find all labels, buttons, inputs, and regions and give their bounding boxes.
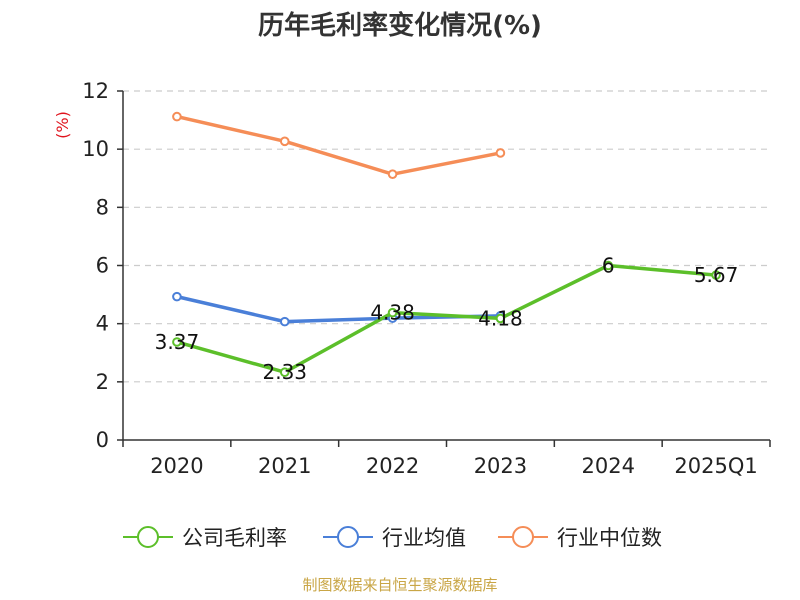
grid-lines [123, 90, 770, 383]
data-labels: 3.37 2.33 4.38 4.18 6 5.67 [155, 254, 739, 385]
data-point [495, 313, 506, 324]
data-point [279, 316, 290, 327]
legend-marker [337, 526, 359, 548]
source-note: 制图数据来自恒生聚源数据库 [302, 576, 497, 594]
x-tick-label: 2022 [366, 454, 419, 478]
chart-title: 历年毛利率变化情况(%) [258, 10, 542, 41]
axes: 0 2 4 6 8 10 12 2020 2021 2022 2023 2024 2025Q1 [82, 79, 771, 478]
x-tick-label: 2020 [150, 454, 203, 478]
y-tick-label: 8 [96, 195, 109, 219]
data-label: 3.37 [155, 330, 200, 354]
y-axis-label: (%) [53, 111, 72, 139]
y-tick-label: 2 [96, 370, 109, 394]
series-line-0 [175, 263, 718, 374]
y-tick-label: 0 [96, 428, 109, 452]
data-point [711, 270, 721, 280]
data-label: 6 [602, 254, 615, 278]
data-point [387, 307, 398, 318]
legend-label: 公司毛利率 [182, 526, 287, 550]
x-tick-label: 2025Q1 [674, 454, 757, 478]
series-line-2 [175, 114, 503, 176]
data-point [279, 367, 290, 378]
series-line-1 [175, 294, 503, 324]
data-point [279, 136, 290, 147]
x-tick-label: 2024 [582, 454, 635, 478]
series-group [172, 111, 721, 378]
y-tick-label: 4 [96, 312, 109, 336]
x-tick-label: 2021 [258, 454, 311, 478]
y-tick-label: 6 [96, 254, 109, 278]
legend: 公司毛利率 行业均值 行业中位数 [123, 526, 662, 550]
data-point [172, 291, 182, 302]
data-point [172, 337, 182, 347]
legend-marker [137, 526, 159, 548]
data-point [387, 169, 398, 179]
legend-label: 行业均值 [382, 526, 466, 550]
x-tick-label: 2023 [474, 454, 527, 478]
legend-marker [512, 526, 534, 548]
legend-label: 行业中位数 [557, 526, 662, 550]
data-label: 4.18 [478, 306, 523, 330]
y-tick-label: 12 [82, 79, 109, 103]
data-point [603, 260, 614, 271]
data-point [495, 148, 506, 158]
y-tick-label: 10 [82, 137, 109, 161]
data-label: 5.67 [694, 263, 739, 287]
data-point [172, 111, 182, 122]
data-label: 2.33 [262, 360, 307, 384]
data-label: 4.38 [370, 301, 415, 325]
